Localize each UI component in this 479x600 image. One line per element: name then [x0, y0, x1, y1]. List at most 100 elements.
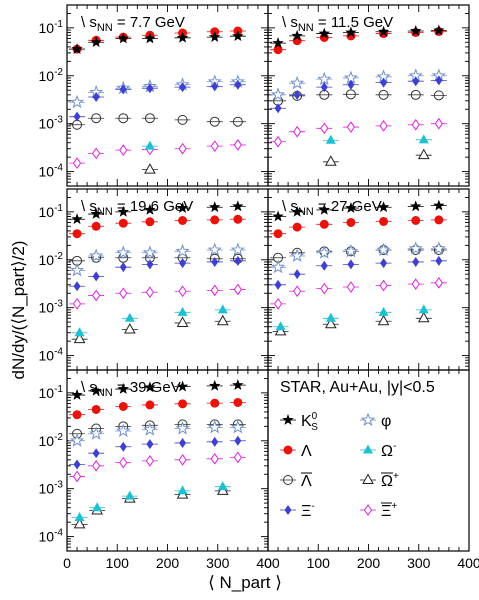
- data-point-k0s: [69, 389, 86, 400]
- series-phi: [69, 74, 246, 109]
- series-xi: [270, 75, 447, 114]
- legend-frame: [267, 369, 470, 552]
- legend-label-alam: Λ: [301, 473, 312, 490]
- data-point-k0s: [174, 31, 191, 43]
- data-point-k0s: [174, 380, 191, 392]
- data-point-lam: [316, 219, 333, 229]
- data-point-om: [415, 134, 432, 144]
- data-point-axi: [141, 455, 158, 467]
- data-point-xi: [229, 435, 246, 446]
- data-point-phi: [88, 426, 105, 440]
- legend-label-om: Ω-: [381, 441, 396, 460]
- data-point-aom: [141, 163, 158, 174]
- data-point-k0s: [115, 383, 132, 394]
- y-tick-label: 10-2: [39, 251, 64, 268]
- y-tick-label: 10-2: [39, 67, 64, 84]
- data-point-axi: [206, 140, 223, 152]
- data-point-xi: [342, 259, 359, 270]
- x-tick-label: 200: [357, 555, 381, 571]
- panel-1: 10-4 10-3 10-2 10-1 \ sNN = 7.7 GeV: [39, 4, 269, 187]
- data-point-axi: [69, 298, 86, 310]
- data-point-k0s: [342, 26, 359, 38]
- data-point-axi: [69, 470, 86, 483]
- data-point-aom: [71, 517, 88, 529]
- legend-marker-k0s: [280, 414, 296, 425]
- data-point-axi: [174, 142, 191, 155]
- legend-label-axi: Ξ+: [381, 501, 397, 520]
- data-point-xi: [430, 75, 447, 86]
- series-aom: [272, 311, 432, 336]
- data-point-lam: [229, 214, 246, 224]
- data-point-xi: [69, 459, 86, 470]
- data-point-axi: [270, 135, 287, 148]
- data-point-axi: [115, 144, 132, 157]
- data-point-om: [322, 312, 339, 322]
- data-point-om: [89, 502, 106, 512]
- series-alam: [69, 113, 246, 130]
- series-k0s: [270, 24, 447, 48]
- data-point-k0s: [88, 36, 105, 48]
- legend-marker-axi: [360, 504, 376, 516]
- data-point-xi: [375, 77, 392, 88]
- data-point-lam: [206, 398, 223, 408]
- data-point-k0s: [141, 32, 158, 44]
- y-tick-label: 10-3: [39, 115, 64, 132]
- data-point-phi: [69, 94, 86, 109]
- data-point-om: [174, 485, 191, 495]
- data-point-alam: [430, 90, 447, 101]
- data-point-k0s: [115, 205, 132, 217]
- y-axis-title: dN/dy/(⟨N_part⟩/2): [9, 241, 28, 380]
- data-point-aom: [174, 316, 191, 327]
- data-point-k0s: [375, 25, 392, 37]
- data-point-om: [214, 481, 231, 491]
- data-point-xi: [270, 279, 287, 290]
- data-point-axi: [375, 279, 392, 292]
- data-point-lam: [289, 222, 306, 232]
- data-point-axi: [69, 157, 86, 170]
- data-point-phi: [206, 419, 223, 434]
- data-point-axi: [430, 117, 447, 130]
- series-lam: [270, 215, 447, 239]
- data-point-om: [121, 490, 138, 500]
- data-point-lam: [115, 401, 132, 411]
- data-point-alam: [229, 116, 246, 127]
- legend-marker-om: [360, 444, 376, 454]
- data-point-xi: [289, 89, 306, 100]
- data-point-phi: [289, 248, 306, 262]
- data-point-xi: [407, 256, 424, 267]
- data-point-om: [214, 304, 231, 314]
- data-point-lam: [141, 400, 158, 410]
- data-point-xi: [115, 441, 132, 452]
- data-point-phi: [316, 245, 333, 259]
- data-point-phi: [316, 71, 333, 86]
- x-tick-label: 100: [106, 555, 130, 571]
- data-point-xi: [88, 271, 105, 282]
- panel-3: 10-4 10-3 10-2 10-1 \ sNN = 19.6 GeV: [39, 188, 269, 371]
- legend-marker-alam: [280, 475, 296, 485]
- x-axis-title: ⟨ N_part ⟩: [208, 573, 282, 592]
- data-point-phi: [69, 262, 86, 277]
- data-point-axi: [407, 118, 424, 131]
- data-point-lam: [206, 215, 223, 225]
- data-point-xi: [289, 269, 306, 280]
- data-point-alam: [174, 114, 191, 125]
- series-axi: [69, 139, 246, 170]
- legend-marker-lam: [280, 445, 296, 455]
- data-point-phi: [270, 259, 287, 274]
- data-point-k0s: [115, 32, 132, 44]
- data-point-lam: [270, 45, 287, 55]
- data-point-xi: [430, 255, 447, 266]
- data-point-xi: [69, 281, 86, 292]
- legend-marker-xi: [280, 505, 296, 515]
- series-lam: [69, 214, 246, 239]
- x-tick-label: 300: [206, 555, 230, 571]
- data-point-lam: [174, 399, 191, 409]
- data-point-k0s: [430, 24, 447, 36]
- data-point-k0s: [270, 37, 287, 48]
- data-point-k0s: [229, 30, 246, 42]
- data-point-om: [415, 304, 432, 314]
- data-point-axi: [115, 456, 132, 469]
- series-aom: [141, 163, 158, 174]
